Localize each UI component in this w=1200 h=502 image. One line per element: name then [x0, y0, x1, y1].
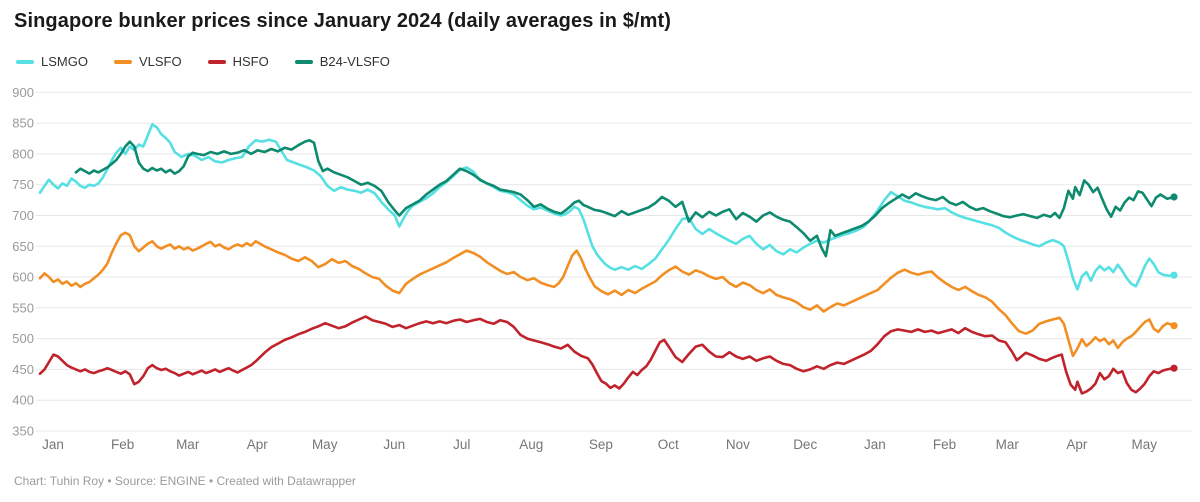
x-tick-label: Oct: [658, 437, 679, 452]
legend-item-B24-VLSFO: B24-VLSFO: [294, 54, 390, 69]
y-tick-label: 750: [12, 177, 34, 192]
x-tick-label: Dec: [793, 437, 817, 452]
x-tick-label: Feb: [111, 437, 134, 452]
x-tick-label: Apr: [247, 437, 269, 452]
y-tick-label: 450: [12, 362, 34, 377]
x-tick-label: May: [1132, 437, 1158, 452]
x-tick-label: May: [312, 437, 338, 452]
legend-item-HSFO: HSFO: [207, 54, 269, 69]
legend-swatch-VLSFO: [113, 59, 132, 64]
y-tick-label: 900: [12, 85, 34, 100]
chart-legend: LSMGO VLSFO HSFO B24-VLSFO: [16, 54, 390, 69]
legend-label-LSMGO: LSMGO: [41, 54, 88, 69]
series-end-dot-LSMGO: [1170, 271, 1178, 279]
x-tick-label: Aug: [519, 437, 543, 452]
y-tick-label: 700: [12, 208, 34, 223]
chart-footer-attribution: Chart: Tuhin Roy • Source: ENGINE • Crea…: [14, 474, 356, 488]
legend-swatch-HSFO: [207, 59, 226, 64]
series-line-LSMGO[interactable]: [38, 123, 1176, 291]
series-line-HSFO[interactable]: [38, 315, 1176, 395]
y-tick-label: 350: [12, 424, 34, 439]
legend-label-B24-VLSFO: B24-VLSFO: [319, 54, 390, 69]
y-tick-label: 800: [12, 146, 34, 161]
y-tick-label: 600: [12, 270, 34, 285]
series-line-B24-VLSFO[interactable]: [74, 139, 1176, 258]
legend-label-VLSFO: VLSFO: [138, 54, 182, 69]
series-end-dot-HSFO: [1170, 364, 1178, 372]
x-tick-label: Apr: [1066, 437, 1088, 452]
y-tick-label: 550: [12, 300, 34, 315]
x-tick-label: Nov: [726, 437, 750, 452]
y-tick-label: 850: [12, 116, 34, 131]
legend-swatch-B24-VLSFO: [294, 59, 313, 64]
x-tick-label: Jul: [453, 437, 470, 452]
x-tick-label: Sep: [589, 437, 613, 452]
x-tick-label: Jan: [42, 437, 64, 452]
y-tick-label: 400: [12, 393, 34, 408]
legend-swatch-LSMGO: [16, 59, 34, 64]
chart-title: Singapore bunker prices since January 20…: [14, 10, 671, 32]
legend-item-VLSFO: VLSFO: [113, 54, 182, 69]
x-tick-label: Mar: [996, 437, 1020, 452]
series-end-dot-VLSFO: [1170, 322, 1178, 330]
x-tick-label: Feb: [933, 437, 956, 452]
y-tick-label: 500: [12, 331, 34, 346]
series-line-VLSFO[interactable]: [38, 231, 1176, 358]
series-end-dot-B24-VLSFO: [1170, 193, 1178, 201]
x-tick-label: Jan: [864, 437, 886, 452]
y-tick-label: 650: [12, 239, 34, 254]
x-tick-label: Mar: [176, 437, 200, 452]
legend-item-LSMGO: LSMGO: [16, 54, 88, 69]
x-tick-label: Jun: [383, 437, 405, 452]
legend-label-HSFO: HSFO: [232, 54, 269, 69]
